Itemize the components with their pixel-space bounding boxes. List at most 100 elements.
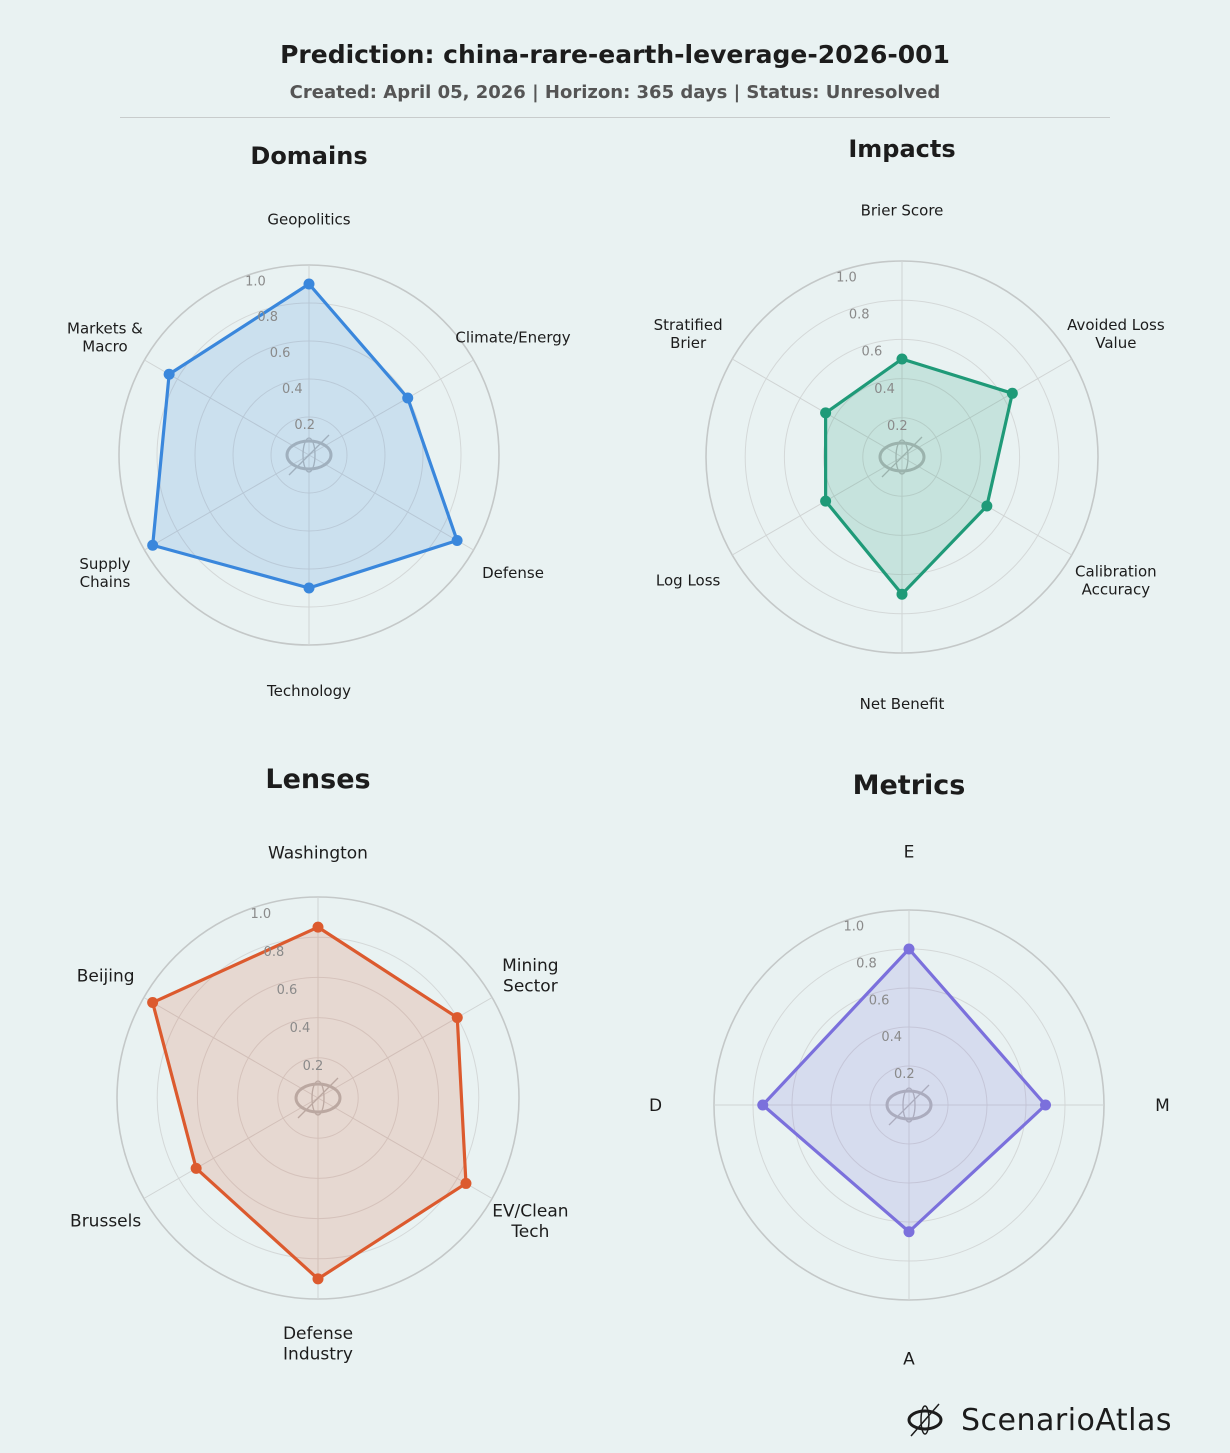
chart-title: Lenses xyxy=(265,764,370,795)
data-point xyxy=(451,535,463,546)
page-subtitle: Created: April 05, 2026 | Horizon: 365 d… xyxy=(289,82,941,103)
chart-title: Domains xyxy=(250,142,367,170)
radial-tick-label: 0.2 xyxy=(894,1067,915,1082)
data-point xyxy=(147,539,159,551)
category-label: Calibration Accuracy xyxy=(1075,563,1157,599)
radial-tick-label: 1.0 xyxy=(251,907,272,922)
grid-spoke xyxy=(308,359,474,456)
radar-impacts: Impacts 0.2 0.4 0.6 0.8 1.0 Brier Score Avoided… xyxy=(654,135,1165,713)
category-label: Beijing xyxy=(77,966,135,986)
grid-spoke xyxy=(308,454,474,551)
category-label: A xyxy=(903,1349,915,1369)
radial-tick-label: 0.6 xyxy=(270,346,291,361)
category-label: Brier Score xyxy=(861,201,944,219)
category-label: Avoided Loss Value xyxy=(1067,316,1165,352)
category-label: Log Loss xyxy=(656,572,721,590)
page-title: Prediction: china-rare-earth-leverage-20… xyxy=(280,40,950,69)
data-series-area xyxy=(824,357,1014,596)
data-point xyxy=(896,353,908,365)
radial-tick-label: 0.2 xyxy=(303,1059,324,1074)
radial-tick-label: 0.4 xyxy=(874,382,895,397)
radar-domains: Domains 0.2 0.4 0.6 0.8 1.0 Geopolitics Climate… xyxy=(67,142,571,700)
center-logo-icon xyxy=(888,1084,930,1126)
category-label: Washington xyxy=(268,844,368,864)
data-point xyxy=(903,1226,915,1238)
data-point xyxy=(1040,1099,1051,1111)
category-label: D xyxy=(649,1096,662,1116)
center-logo-icon xyxy=(885,1089,933,1121)
category-label: Defense Industry xyxy=(283,1324,353,1364)
data-point xyxy=(190,1162,202,1174)
radial-tick-label: 0.8 xyxy=(856,956,877,971)
data-point xyxy=(757,1099,769,1111)
data-point xyxy=(402,392,414,404)
center-logo-icon xyxy=(881,436,923,478)
radial-tick-label: 0.2 xyxy=(294,418,315,433)
data-point xyxy=(1006,387,1018,399)
radial-tick-label: 1.0 xyxy=(836,271,857,286)
radial-tick-label: 0.8 xyxy=(849,308,870,323)
brand: ScenarioAtlas xyxy=(905,1402,1172,1438)
grid-spoke xyxy=(317,997,493,1099)
category-label: E xyxy=(904,842,915,862)
data-point xyxy=(312,921,324,933)
data-series-area xyxy=(151,282,459,590)
grid-spoke xyxy=(901,358,1072,458)
radial-tick-label: 1.0 xyxy=(843,920,864,935)
data-point xyxy=(903,943,915,955)
data-point xyxy=(303,582,315,594)
center-logo-icon xyxy=(302,437,316,473)
brand-name: ScenarioAtlas xyxy=(961,1402,1173,1438)
radial-tick-label: 1.0 xyxy=(245,274,266,289)
data-point xyxy=(312,1273,324,1285)
category-label: Technology xyxy=(266,682,351,700)
data-point xyxy=(163,368,175,380)
category-label: Geopolitics xyxy=(267,211,350,229)
chart-title: Metrics xyxy=(853,770,966,801)
data-point xyxy=(303,278,315,290)
radial-tick-label: 0.6 xyxy=(862,345,883,360)
grid-spoke xyxy=(144,454,310,551)
radial-tick-label: 0.8 xyxy=(264,945,285,960)
center-logo-icon xyxy=(288,434,330,476)
data-point xyxy=(820,407,832,419)
data-point xyxy=(820,495,832,507)
category-label: Supply Chains xyxy=(79,555,130,591)
grid-spoke xyxy=(143,997,319,1099)
radial-tick-label: 0.6 xyxy=(869,993,890,1008)
radial-tick-label: 0.4 xyxy=(290,1021,311,1036)
data-point xyxy=(981,500,993,512)
center-logo-icon xyxy=(311,1080,325,1116)
radial-tick-label: 0.4 xyxy=(881,1030,902,1045)
category-label: Brussels xyxy=(70,1212,141,1232)
grid-spoke xyxy=(143,1097,319,1199)
center-logo-icon xyxy=(285,439,333,471)
category-label: M xyxy=(1155,1096,1170,1116)
data-point xyxy=(896,588,908,600)
radial-tick-label: 0.2 xyxy=(887,419,908,434)
radial-tick-label: 0.4 xyxy=(282,382,303,397)
grid-spoke xyxy=(732,358,903,458)
center-logo-icon xyxy=(878,441,926,473)
category-label: Defense xyxy=(482,564,544,582)
category-label: Climate/Energy xyxy=(455,328,570,346)
data-series-area xyxy=(151,925,468,1281)
radar-metrics: Metrics 0.2 0.4 0.6 0.8 1.0 E M A D xyxy=(649,770,1170,1369)
category-label: Stratified Brier xyxy=(654,316,723,352)
data-point xyxy=(147,997,159,1009)
category-label: Net Benefit xyxy=(860,695,945,713)
center-logo-icon xyxy=(294,1082,342,1114)
category-label: EV/Clean Tech xyxy=(492,1201,568,1241)
center-logo-icon xyxy=(895,439,909,475)
category-label: Markets & Macro xyxy=(67,319,143,355)
data-series-area xyxy=(761,947,1048,1234)
scenarioatlas-logo-icon xyxy=(907,1403,943,1437)
radial-tick-label: 0.6 xyxy=(277,983,298,998)
radial-tick-label: 0.8 xyxy=(257,310,278,325)
radar-lenses: Lenses 0.2 0.4 0.6 0.8 1.0 Washington Mining Sec… xyxy=(70,764,568,1364)
data-point xyxy=(451,1012,463,1024)
center-logo-icon xyxy=(297,1077,339,1119)
data-point xyxy=(460,1177,472,1189)
chart-title: Impacts xyxy=(848,135,955,163)
